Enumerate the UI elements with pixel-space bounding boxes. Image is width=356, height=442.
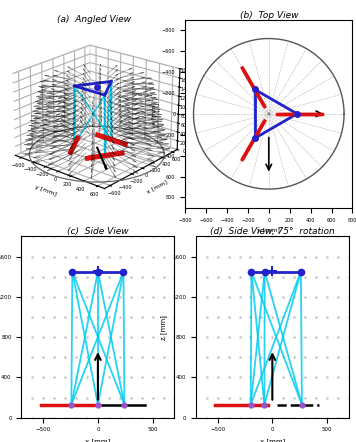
Y-axis label: x [mm]: x [mm] — [151, 103, 156, 125]
Title: (a)  Angled View: (a) Angled View — [57, 15, 131, 24]
X-axis label: y [mm]: y [mm] — [257, 228, 280, 233]
Y-axis label: x [mm]: x [mm] — [146, 179, 169, 194]
X-axis label: x [mm]: x [mm] — [85, 438, 111, 442]
Title: (b)  Top View: (b) Top View — [240, 11, 298, 20]
Title: (c)  Side View: (c) Side View — [67, 228, 129, 236]
Y-axis label: z [mm]: z [mm] — [160, 315, 167, 339]
Title: (d)  Side View, 75°  rotation: (d) Side View, 75° rotation — [210, 228, 335, 236]
X-axis label: y [mm]: y [mm] — [34, 185, 57, 198]
X-axis label: x [mm]: x [mm] — [260, 438, 285, 442]
